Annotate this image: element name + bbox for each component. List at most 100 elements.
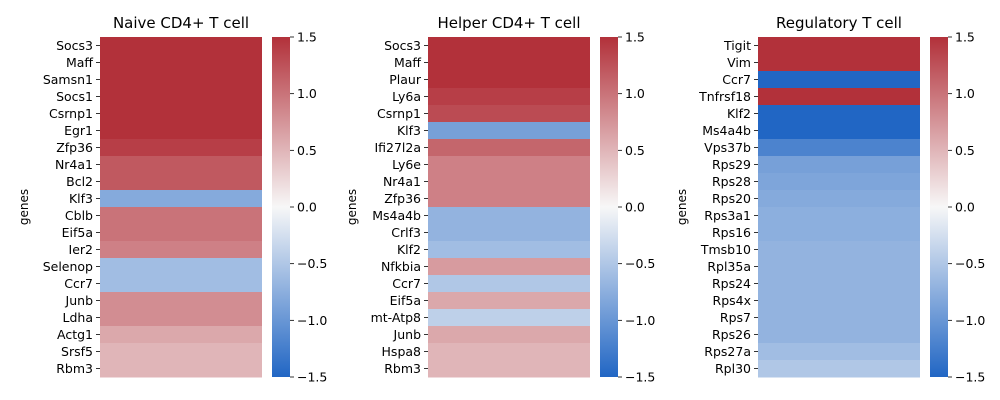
gene-label: Zfp36 [384, 191, 421, 206]
colorbar-tick-label: −1.0 [955, 313, 985, 328]
heatmap-cell [758, 88, 920, 106]
gene-label: Socs3 [56, 38, 93, 53]
gene-label: Csrnp1 [377, 106, 421, 121]
gene-label: Plaur [389, 72, 422, 87]
heatmap-cell [428, 122, 590, 140]
gene-label: Rps26 [712, 327, 751, 342]
colorbar [600, 37, 618, 377]
heatmap-cell [428, 224, 590, 242]
heatmap-cell [100, 173, 262, 191]
colorbar-tick-label: 1.0 [955, 86, 975, 101]
gene-label: Nr4a1 [55, 157, 93, 172]
heatmap-cell [758, 360, 920, 378]
heatmap-cell [428, 105, 590, 123]
colorbar-tick-label: 0.0 [297, 200, 317, 215]
colorbar-tick-label: 1.0 [625, 86, 645, 101]
panel-title: Helper CD4+ T cell [437, 14, 580, 32]
heatmap-cell [758, 224, 920, 242]
gene-label: Junb [393, 327, 422, 342]
heatmap-cell [758, 173, 920, 191]
heatmap-cell [758, 156, 920, 174]
gene-label: Ms4a4b [372, 208, 421, 223]
heatmap-cell [428, 88, 590, 106]
y-axis-label: genes [345, 189, 359, 225]
gene-label: Rps4x [713, 293, 751, 308]
gene-label: Vps37b [704, 140, 751, 155]
heatmap-cell [758, 241, 920, 259]
gene-label: Rps24 [712, 276, 751, 291]
heatmap-cell [428, 173, 590, 191]
heatmap-cell [428, 292, 590, 310]
colorbar-tick-label: 0.5 [297, 143, 317, 158]
gene-label: Nr4a1 [383, 174, 421, 189]
gene-label: Tmsb10 [700, 242, 751, 257]
gene-label: Samsn1 [43, 72, 93, 87]
gene-label: Rps29 [712, 157, 751, 172]
heatmap-cell [758, 326, 920, 344]
heatmap-cell [758, 122, 920, 140]
heatmap-cell [428, 190, 590, 208]
heatmap-cell [100, 326, 262, 344]
colorbar-tick-label: 0.0 [625, 200, 645, 215]
heatmap-cell [428, 241, 590, 259]
heatmap-cell [100, 292, 262, 310]
heatmap-cell [428, 326, 590, 344]
gene-label: Ccr7 [392, 276, 421, 291]
heatmap-cell [758, 54, 920, 72]
colorbar-tick-label: −1.5 [955, 370, 985, 385]
gene-label: Rps16 [712, 225, 751, 240]
heatmap-cell [100, 37, 262, 55]
gene-label: Maff [66, 55, 93, 70]
gene-label: Klf3 [69, 191, 93, 206]
gene-label: Socs1 [56, 89, 93, 104]
gene-label: Hspa8 [382, 344, 422, 359]
heatmap-cell [428, 343, 590, 361]
gene-label: Ccr7 [64, 276, 93, 291]
gene-label: Maff [394, 55, 421, 70]
heatmap-panel-2: Helper CD4+ T cell genes Socs3 Maff Plaur Ly6… [345, 14, 655, 385]
colorbar-tick-label: −0.5 [625, 256, 655, 271]
heatmap-cell [758, 105, 920, 123]
colorbar-tick-label: −1.5 [625, 370, 655, 385]
colorbar-tick-label: −1.5 [297, 370, 327, 385]
colorbar-tick-label: 1.5 [625, 30, 645, 45]
heatmap-panel-1: Naive CD4+ T cell genes Socs3 Maff Samsn1 Soc… [17, 14, 327, 385]
colorbar-tick-label: 1.5 [297, 30, 317, 45]
gene-label: Zfp36 [56, 140, 93, 155]
heatmap-cell [758, 139, 920, 157]
heatmap-cell [428, 309, 590, 327]
heatmap-cell [100, 105, 262, 123]
heatmap-cell [100, 224, 262, 242]
gene-label: Ccr7 [722, 72, 751, 87]
gene-label: Ly6a [392, 89, 421, 104]
gene-label: Egr1 [64, 123, 93, 138]
gene-label: Tnfrsf18 [698, 89, 751, 104]
heatmap-cell [758, 207, 920, 225]
heatmap-cell [100, 343, 262, 361]
heatmap-cell [100, 207, 262, 225]
heatmap-cell [100, 275, 262, 293]
heatmap-cell [758, 275, 920, 293]
colorbar [930, 37, 948, 377]
gene-label: mt-Atp8 [371, 310, 421, 325]
heatmap-cell [758, 258, 920, 276]
gene-label: Ms4a4b [702, 123, 751, 138]
y-axis-label: genes [675, 189, 689, 225]
gene-label: Rps7 [720, 310, 751, 325]
heatmap-cell [758, 343, 920, 361]
gene-label: Rpl30 [715, 361, 751, 376]
heatmap-cell [100, 156, 262, 174]
heatmap-cell [758, 190, 920, 208]
gene-label: Rps3a1 [704, 208, 751, 223]
gene-label: Eif5a [390, 293, 421, 308]
y-axis-label: genes [17, 189, 31, 225]
colorbar-tick-label: −0.5 [297, 256, 327, 271]
colorbar-tick-label: 1.0 [297, 86, 317, 101]
heatmap-cell [100, 190, 262, 208]
heatmap-cell [428, 37, 590, 55]
gene-label: Rps20 [712, 191, 751, 206]
gene-label: Bcl2 [66, 174, 93, 189]
panel-title: Regulatory T cell [776, 14, 902, 32]
heatmap-cell [100, 241, 262, 259]
gene-label: Rpl35a [707, 259, 751, 274]
